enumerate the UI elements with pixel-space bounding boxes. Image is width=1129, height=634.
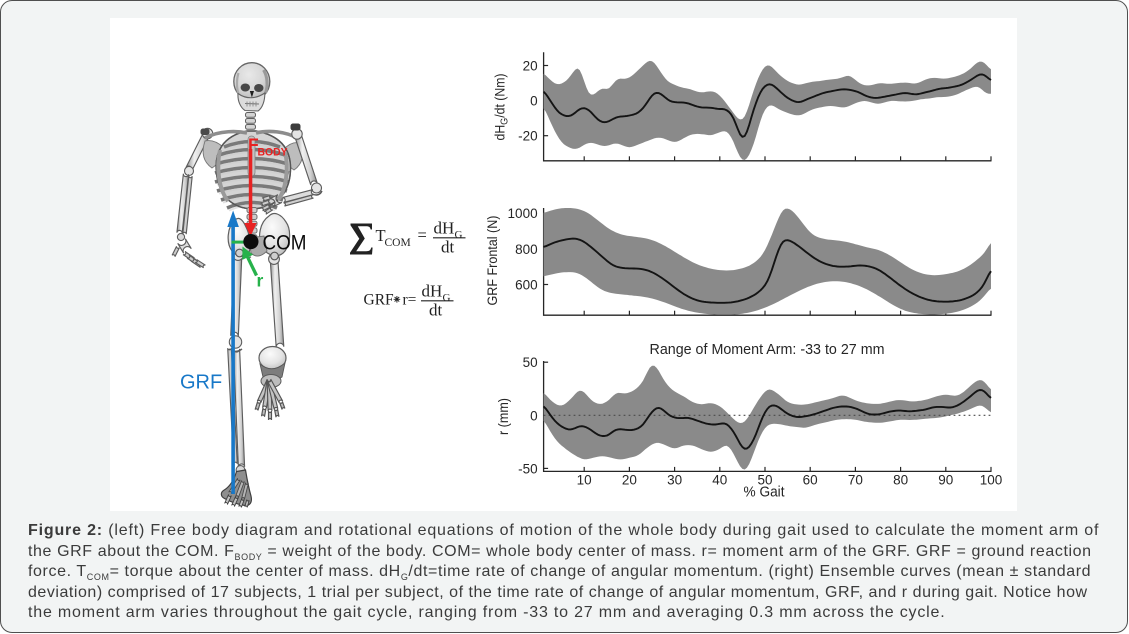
svg-text:70: 70 [848,473,863,488]
svg-text:800: 800 [515,242,538,257]
svg-text:-20: -20 [518,129,538,144]
svg-text:20: 20 [622,473,637,488]
svg-text:GRF: GRF [180,372,222,394]
svg-text:600: 600 [515,278,538,293]
svg-text:COM: COM [385,237,411,249]
svg-text:BODY: BODY [258,147,289,159]
svg-text:50: 50 [523,355,538,370]
svg-text:r (mm): r (mm) [496,398,511,435]
svg-text:r: r [257,271,264,291]
svg-text:0: 0 [530,94,538,109]
svg-text:dt: dt [429,301,443,320]
svg-text:G: G [443,292,451,304]
svg-text:1000: 1000 [508,206,538,221]
svg-text:=: = [418,226,427,245]
svg-text:30: 30 [667,473,682,488]
svg-text:dH: dH [422,282,443,301]
svg-text:GRF: GRF [364,292,395,309]
svg-text:GRF Frontal (N): GRF Frontal (N) [485,216,500,306]
svg-text:r=: r= [403,292,417,309]
svg-text:50: 50 [757,473,772,488]
svg-text:G: G [455,229,463,241]
svg-text:dH: dH [434,219,455,238]
svg-text:T: T [376,226,386,245]
svg-text:F: F [248,135,259,155]
svg-text:10: 10 [577,473,592,488]
svg-text:0: 0 [530,408,538,423]
svg-text:dHG/dt (Nm): dHG/dt (Nm) [493,74,511,141]
svg-text:80: 80 [893,473,908,488]
svg-text:% Gait: % Gait [744,485,785,501]
svg-text:90: 90 [938,473,953,488]
svg-text:100: 100 [980,473,1003,488]
svg-text:40: 40 [712,473,727,488]
svg-text:dt: dt [441,238,455,257]
svg-text:20: 20 [523,59,538,74]
svg-text:60: 60 [803,473,818,488]
svg-text:Range of Moment Arm: -33 to 27: Range of Moment Arm: -33 to 27 mm [650,342,885,358]
svg-text:COM: COM [263,231,307,255]
svg-text:-50: -50 [518,461,538,476]
